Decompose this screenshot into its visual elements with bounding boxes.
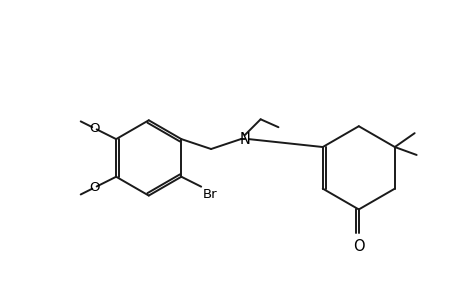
Text: O: O — [90, 122, 100, 135]
Text: O: O — [352, 239, 364, 254]
Text: O: O — [90, 181, 100, 194]
Text: N: N — [239, 132, 250, 147]
Text: Br: Br — [203, 188, 217, 201]
